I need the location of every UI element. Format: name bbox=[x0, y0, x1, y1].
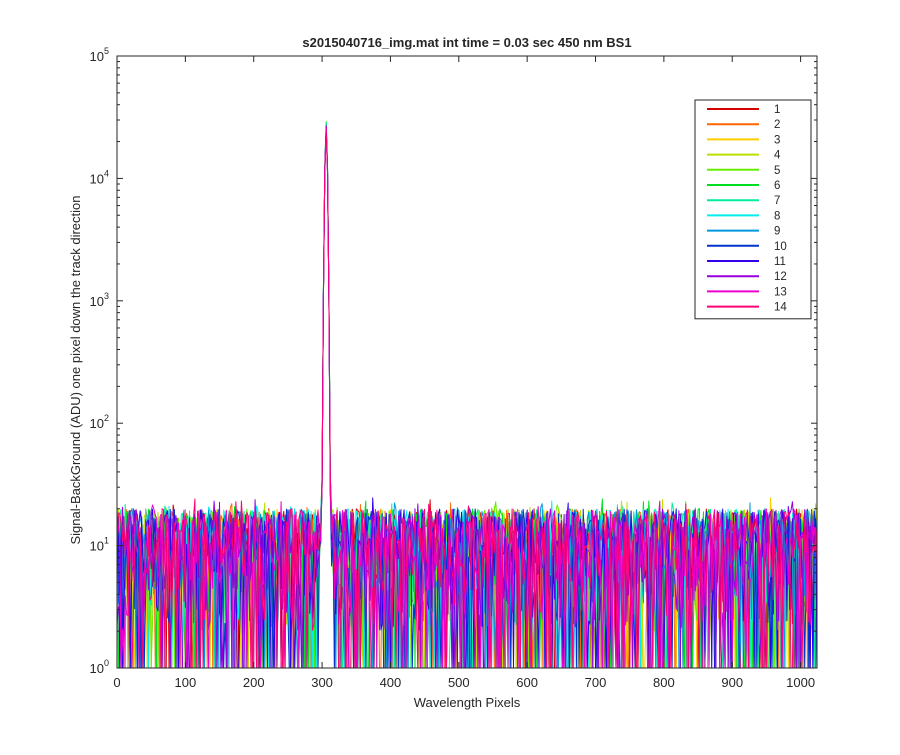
y-tick-label: 100 bbox=[90, 658, 109, 676]
legend-box bbox=[694, 99, 812, 320]
legend-label-2: 2 bbox=[774, 119, 780, 131]
legend-label-13: 13 bbox=[774, 286, 787, 298]
x-tick-label: 200 bbox=[243, 675, 265, 690]
series-line-14 bbox=[117, 129, 817, 668]
legend-label-1: 1 bbox=[774, 104, 780, 116]
legend-label-14: 14 bbox=[774, 302, 787, 314]
legend-label-12: 12 bbox=[774, 271, 787, 283]
legend-label-11: 11 bbox=[774, 256, 786, 268]
x-tick-label: 0 bbox=[113, 675, 120, 690]
y-axis-label: Signal-BackGround (ADU) one pixel down t… bbox=[68, 195, 83, 544]
x-tick-label: 600 bbox=[516, 675, 538, 690]
series-layer bbox=[117, 121, 817, 668]
legend-label-10: 10 bbox=[774, 241, 787, 253]
y-tick-label: 102 bbox=[90, 413, 109, 431]
chart-title: s2015040716_img.mat int time = 0.03 sec … bbox=[302, 35, 631, 50]
x-tick-label: 700 bbox=[585, 675, 607, 690]
y-tick-label: 103 bbox=[90, 291, 109, 309]
legend-label-6: 6 bbox=[774, 180, 780, 192]
x-tick-label: 300 bbox=[311, 675, 333, 690]
x-axis-label: Wavelength Pixels bbox=[414, 695, 521, 710]
legend-label-3: 3 bbox=[774, 134, 780, 146]
x-tick-label: 800 bbox=[653, 675, 675, 690]
legend-label-9: 9 bbox=[774, 226, 780, 238]
x-tick-label: 900 bbox=[721, 675, 743, 690]
legend-label-4: 4 bbox=[774, 150, 781, 162]
x-axis: 0 100 200 300 400 500 600 700 800 900 1000 bbox=[113, 56, 815, 690]
legend-label-8: 8 bbox=[774, 210, 780, 222]
y-tick-label: 101 bbox=[90, 536, 109, 554]
x-tick-label: 100 bbox=[175, 675, 197, 690]
plot-frame bbox=[116, 55, 818, 669]
y-tick-label: 105 bbox=[90, 46, 109, 64]
x-tick-label: 500 bbox=[448, 675, 470, 690]
legend-label-7: 7 bbox=[774, 195, 780, 207]
x-tick-label: 400 bbox=[380, 675, 402, 690]
x-tick-label: 1000 bbox=[786, 675, 815, 690]
y-tick-label: 104 bbox=[90, 168, 109, 186]
legend-label-5: 5 bbox=[774, 165, 780, 177]
